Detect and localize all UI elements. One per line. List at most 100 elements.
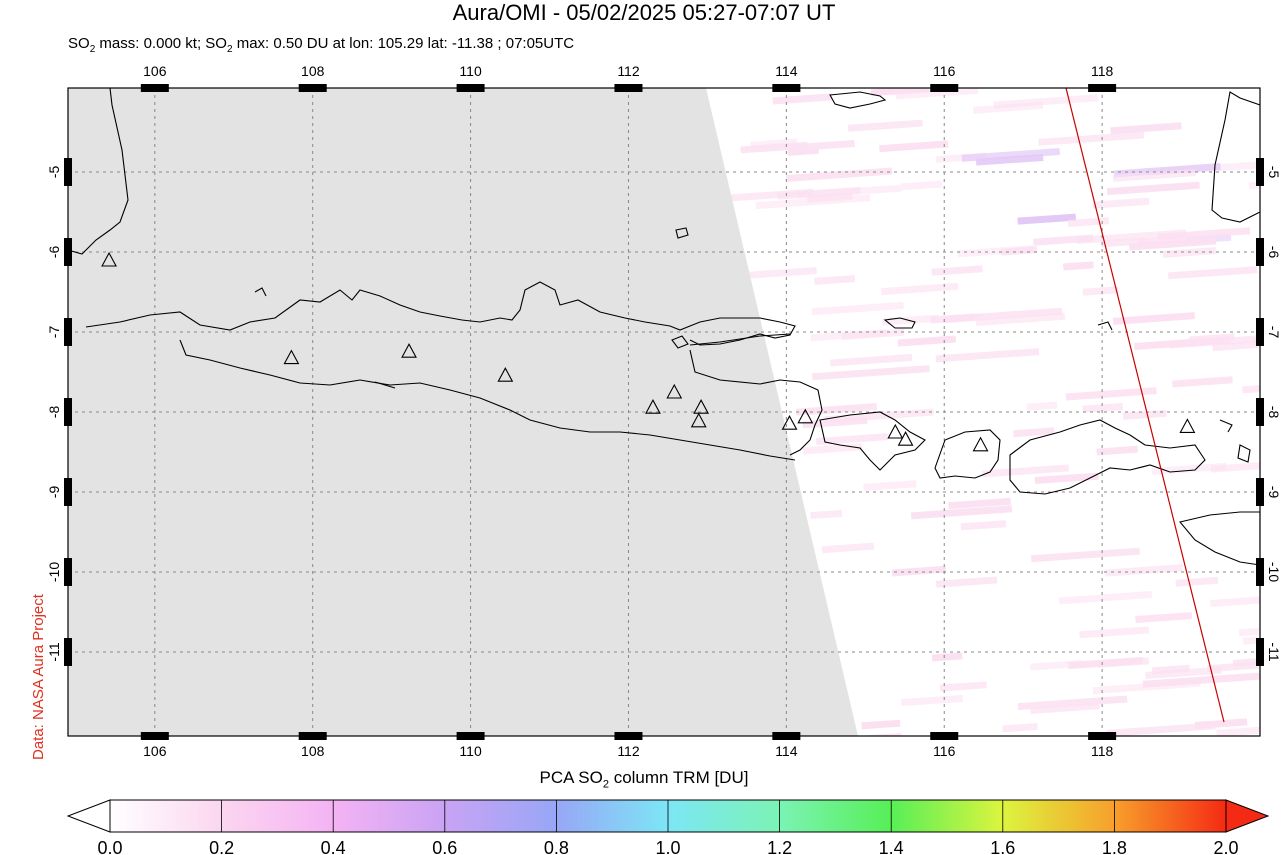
coastline-sumbawa [1009,419,1206,495]
so2-retrieval-pixels [727,88,1288,736]
retrieval-pixel [869,732,902,736]
colorbar-label: 1.8 [1102,838,1127,855]
retrieval-pixel [787,146,819,156]
lat-tick-label-right: -10 [1266,562,1282,582]
retrieval-pixel [961,148,1060,162]
axis-tick-labels: 106 106 108 108 110 110 112 112 114 114 116 116 118 1… [46,63,1282,759]
retrieval-pixel [1079,626,1150,639]
lat-tick-label-left: -11 [46,642,62,661]
retrieval-pixel [772,93,833,105]
colorbar-label: 0.8 [544,838,569,855]
retrieval-pixel [802,416,868,429]
retrieval-pixel [829,353,913,367]
retrieval-pixel [745,266,817,279]
retrieval-pixel [1167,266,1258,280]
frame-tick [140,84,169,92]
lon-tick-label-top: 106 [143,63,167,79]
frame-tick [456,84,485,92]
lat-tick-label-left: -7 [46,326,62,339]
coastline-kangean [883,317,916,329]
frame-tick [64,398,72,426]
lat-tick-label-right: -7 [1266,326,1282,339]
retrieval-pixel [1175,576,1219,587]
retrieval-pixel [750,138,798,149]
frame-tick [1256,398,1264,426]
volcano-triangle-icon [645,399,661,414]
retrieval-pixel [847,119,923,132]
colorbar-title-pre: PCA SO [539,768,603,787]
colorbar-title-post: column TRM [DU] [608,768,749,787]
retrieval-pixel [1026,401,1058,411]
frame-tick [930,732,959,740]
orbit-track-line [1065,88,1225,723]
coastlines [68,88,1260,566]
retrieval-pixel [786,167,893,182]
colorbar-label: 0.4 [321,838,346,855]
retrieval-pixel [1261,276,1288,289]
retrieval-pixel [821,542,875,554]
lon-tick-label-bottom: 108 [301,743,325,759]
retrieval-pixel [812,365,930,381]
lat-tick-label-right: -5 [1266,166,1282,179]
frame-tick [64,318,72,346]
volcano-triangle-icon [690,412,707,428]
subtitle-mass: mass: 0.000 kt; SO [95,35,227,52]
coastline-islet-3 [374,381,396,389]
colorbar-label: 0.2 [209,838,234,855]
lon-tick-label-bottom: 110 [459,743,482,759]
colorbar-label: 1.0 [655,838,680,855]
retrieval-pixel [1210,457,1260,473]
retrieval-pixel [870,88,930,97]
retrieval-pixel [881,282,959,296]
frame-tick [1088,84,1117,92]
map-subtitle: SO2 mass: 0.000 kt; SO2 max: 0.50 DU at … [68,35,574,59]
retrieval-pixel [1216,726,1260,736]
frame-tick [1256,318,1264,346]
frame-tick [64,238,72,266]
retrieval-pixel [1194,718,1248,730]
lat-tick-label-left: -6 [46,246,62,259]
so2-subscript-2: 2 [226,44,233,55]
retrieval-pixel [944,307,1063,323]
coastline-islet-5 [1237,444,1251,463]
coastline-islet-2 [671,335,689,349]
colorbar-title-sub: 2 [602,778,609,791]
retrieval-pixel [1145,666,1222,679]
retrieval-pixel [881,314,939,326]
retrieval-pixel [811,301,904,316]
frame-tick [1256,558,1264,586]
retrieval-pixel [1092,679,1201,695]
volcano-triangle-icon [887,423,904,439]
colorbar: 0.0 0.2 0.4 0.6 0.8 1.0 1.2 1.4 1.6 1.8 2.0 [66,799,1270,855]
retrieval-pixel [1030,547,1140,563]
retrieval-pixel [891,565,947,577]
frame-tick [64,158,72,186]
retrieval-pixel [1106,181,1200,196]
retrieval-pixel [1162,247,1216,258]
volcano-triangle-icon [972,436,989,452]
lon-tick-label-bottom: 118 [1091,743,1114,759]
lon-tick-label-top: 116 [933,63,956,79]
map-area [68,88,1288,736]
lon-tick-label-bottom: 112 [617,743,640,759]
volcano-triangle-icon [666,383,683,399]
volcano-triangle-icon [283,349,300,365]
colorbar-label: 0.6 [432,838,457,855]
subtitle-max: max: 0.50 DU at lon: 105.29 lat: -11.38 … [232,35,575,52]
frame-tick [140,732,169,740]
frame-tick [930,84,959,92]
retrieval-pixel [1058,590,1153,605]
retrieval-pixel [1242,383,1260,394]
retrieval-pixel [1067,656,1144,670]
retrieval-pixel [931,265,983,276]
frame-tick [614,84,643,92]
retrieval-pixel [1129,237,1217,251]
coastline-java-east [689,349,823,456]
lat-tick-label-left: -8 [46,406,62,419]
retrieval-pixel [1029,659,1083,671]
retrieval-pixel [863,480,917,491]
retrieval-pixel [861,719,901,730]
retrieval-pixel [1002,722,1038,733]
lat-tick-label-right: -9 [1266,486,1282,499]
